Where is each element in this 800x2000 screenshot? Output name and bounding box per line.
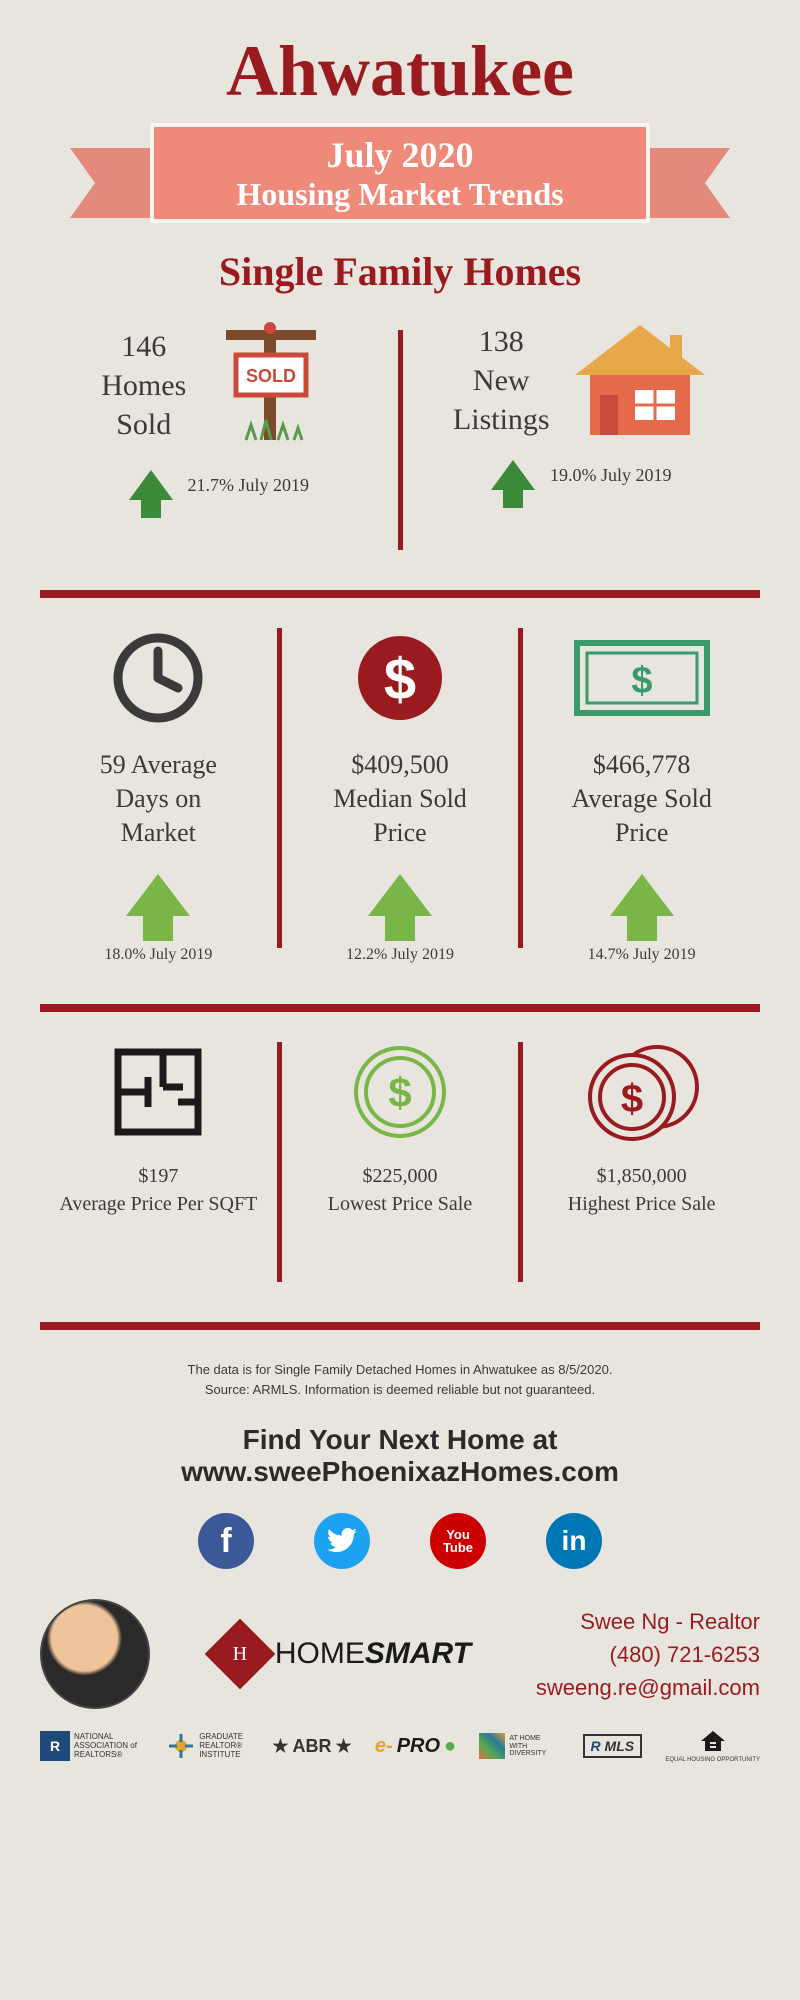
dollar-circle-icon: $ xyxy=(355,633,445,723)
sold-sign-icon: SOLD xyxy=(206,320,336,450)
homes-sold-trend: 21.7% July 2019 xyxy=(188,475,310,496)
disclaimer: The data is for Single Family Detached H… xyxy=(40,1360,760,1399)
avatar xyxy=(40,1599,150,1709)
ribbon-subtitle: Housing Market Trends xyxy=(236,176,563,213)
social-links: f You Tube in xyxy=(40,1513,760,1569)
facebook-icon[interactable]: f xyxy=(198,1513,254,1569)
realtor-info: H HOMESMART Swee Ng - Realtor (480) 721-… xyxy=(40,1599,760,1709)
mid-stats-row: 59 Average Days on Market 18.0% July 201… xyxy=(40,628,760,994)
svg-text:$: $ xyxy=(388,1069,411,1116)
coin-double-icon: $ xyxy=(582,1042,702,1142)
floorplan-icon xyxy=(108,1042,208,1142)
new-listings-trend: 19.0% July 2019 xyxy=(550,465,672,486)
top-stats-row: 146 Homes Sold SOLD 21.7% July 2019 xyxy=(40,320,760,580)
price-per-sqft-stat: $197 Average Price Per SQFT xyxy=(59,1162,257,1218)
svg-text:$: $ xyxy=(631,660,652,702)
divider xyxy=(40,590,760,598)
ribbon-banner: July 2020 Housing Market Trends xyxy=(120,123,680,233)
subtitle: Single Family Homes xyxy=(40,248,760,295)
svg-text:$: $ xyxy=(621,1077,643,1121)
diversity-badge: AT HOME WITH DIVERSITY xyxy=(479,1733,559,1759)
days-on-market-trend: 18.0% July 2019 xyxy=(104,946,212,964)
mls-badge: R MLS xyxy=(583,1734,643,1758)
bottom-stats-row: $197 Average Price Per SQFT $ $225,000 L… xyxy=(40,1042,760,1312)
contact-info: Swee Ng - Realtor (480) 721-6253 sweeng.… xyxy=(536,1605,760,1704)
up-arrow-icon xyxy=(491,460,535,490)
page-title: Ahwatukee xyxy=(40,30,760,113)
youtube-icon[interactable]: You Tube xyxy=(430,1513,486,1569)
clock-icon xyxy=(113,633,203,723)
up-arrow-icon xyxy=(126,874,190,916)
twitter-icon[interactable] xyxy=(314,1513,370,1569)
linkedin-icon[interactable]: in xyxy=(546,1513,602,1569)
up-arrow-icon xyxy=(610,874,674,916)
gri-badge: GRADUATE REALTOR® INSTITUTE xyxy=(167,1732,249,1760)
equal-housing-badge: EQUAL HOUSING OPPORTUNITY xyxy=(665,1729,760,1763)
brand-logo: H HOMESMART xyxy=(215,1629,471,1679)
nar-badge: R NATIONAL ASSOCIATION of REALTORS® xyxy=(40,1731,144,1761)
highest-price-stat: $1,850,000 Highest Price Sale xyxy=(568,1162,716,1218)
cash-bill-icon: $ xyxy=(572,638,712,718)
house-icon xyxy=(570,320,710,440)
svg-text:$: $ xyxy=(384,647,416,712)
epro-badge: e-PRO● xyxy=(375,1735,456,1758)
homes-sold-stat: 146 Homes Sold xyxy=(101,327,186,444)
new-listings-stat: 138 New Listings xyxy=(453,322,550,439)
median-price-stat: $409,500 Median Sold Price xyxy=(333,748,467,849)
divider xyxy=(40,1004,760,1012)
divider xyxy=(40,1322,760,1330)
average-price-trend: 14.7% July 2019 xyxy=(588,946,696,964)
cta-text: Find Your Next Home at www.sweePhoenixaz… xyxy=(40,1424,760,1488)
up-arrow-icon xyxy=(129,470,173,500)
up-arrow-icon xyxy=(368,874,432,916)
ribbon-date: July 2020 xyxy=(326,134,473,176)
abr-badge: ★ABR★ xyxy=(272,1736,351,1757)
average-price-stat: $466,778 Average Sold Price xyxy=(572,748,712,849)
median-price-trend: 12.2% July 2019 xyxy=(346,946,454,964)
coin-single-icon: $ xyxy=(350,1042,450,1142)
svg-text:SOLD: SOLD xyxy=(246,366,296,386)
certifications-row: R NATIONAL ASSOCIATION of REALTORS® GRAD… xyxy=(40,1729,760,1763)
days-on-market-stat: 59 Average Days on Market xyxy=(100,748,217,849)
lowest-price-stat: $225,000 Lowest Price Sale xyxy=(328,1162,472,1218)
